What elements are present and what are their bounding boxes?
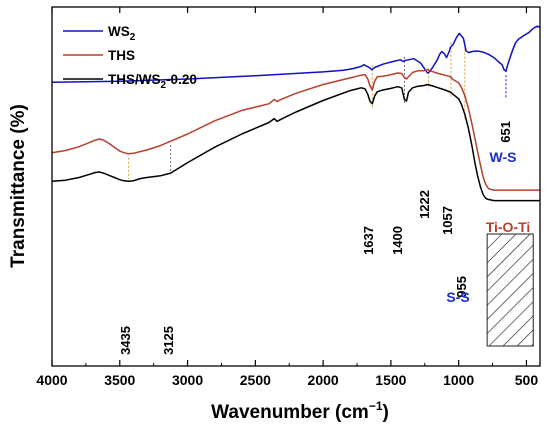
legend-label-main: THS <box>108 48 135 63</box>
legend-label-subscript: 2 <box>130 32 136 43</box>
assignment-label-ti-o-ti: Ti-O-Ti <box>486 219 531 235</box>
peak-label-1637: 1637 <box>361 226 376 255</box>
legend-label-main: THS/WS <box>108 72 161 87</box>
assignment-label-s-s: S-S <box>446 289 469 305</box>
x-tick-label-1500: 1500 <box>375 372 406 388</box>
plot-frame <box>51 6 541 367</box>
legend-label-3: THS/WS2-0.20 <box>108 72 197 91</box>
plot-layer: 3435 3125 1637 1400 1222 1057 955 651 W-S S-S Ti-O… <box>36 6 541 388</box>
x-tick-label-3000: 3000 <box>172 372 203 388</box>
legend-label-suffix: -0.20 <box>166 72 197 87</box>
x-tick-label-2000: 2000 <box>308 372 339 388</box>
x-tick-label-500: 500 <box>515 372 539 388</box>
peak-label-1400: 1400 <box>390 226 405 255</box>
peak-label-3125: 3125 <box>161 326 176 355</box>
series-line-1 <box>51 25 541 84</box>
x-axis-title-close: ) <box>383 402 389 423</box>
legend-label-subscript: 2 <box>161 80 167 91</box>
y-axis-title: Transmittance (%) <box>8 104 29 268</box>
assignment-label-w-s: W-S <box>490 149 517 165</box>
legend-label-main: WS <box>108 24 130 39</box>
x-axis-title-exponent: −1 <box>369 399 383 413</box>
x-tick-label-2500: 2500 <box>240 372 271 388</box>
peak-label-651: 651 <box>498 121 513 143</box>
peak-label-3435: 3435 <box>118 326 133 355</box>
hatched-region-ti-o-ti <box>486 233 534 347</box>
x-tick-label-3500: 3500 <box>104 372 135 388</box>
legend-label-1: WS2 <box>108 24 136 43</box>
x-axis-title: Wavenumber (cm−1) <box>211 399 389 423</box>
peak-label-1057: 1057 <box>440 206 455 235</box>
x-axis-title-main: Wavenumber (cm <box>211 402 369 423</box>
x-tick-label-4000: 4000 <box>36 372 67 388</box>
series-line-2 <box>51 68 540 191</box>
legend-label-2: THS <box>108 48 135 63</box>
peak-label-1222: 1222 <box>417 190 432 219</box>
peak-label-955: 955 <box>454 276 469 298</box>
series-line-3 <box>51 83 540 202</box>
x-tick-label-1000: 1000 <box>443 372 474 388</box>
